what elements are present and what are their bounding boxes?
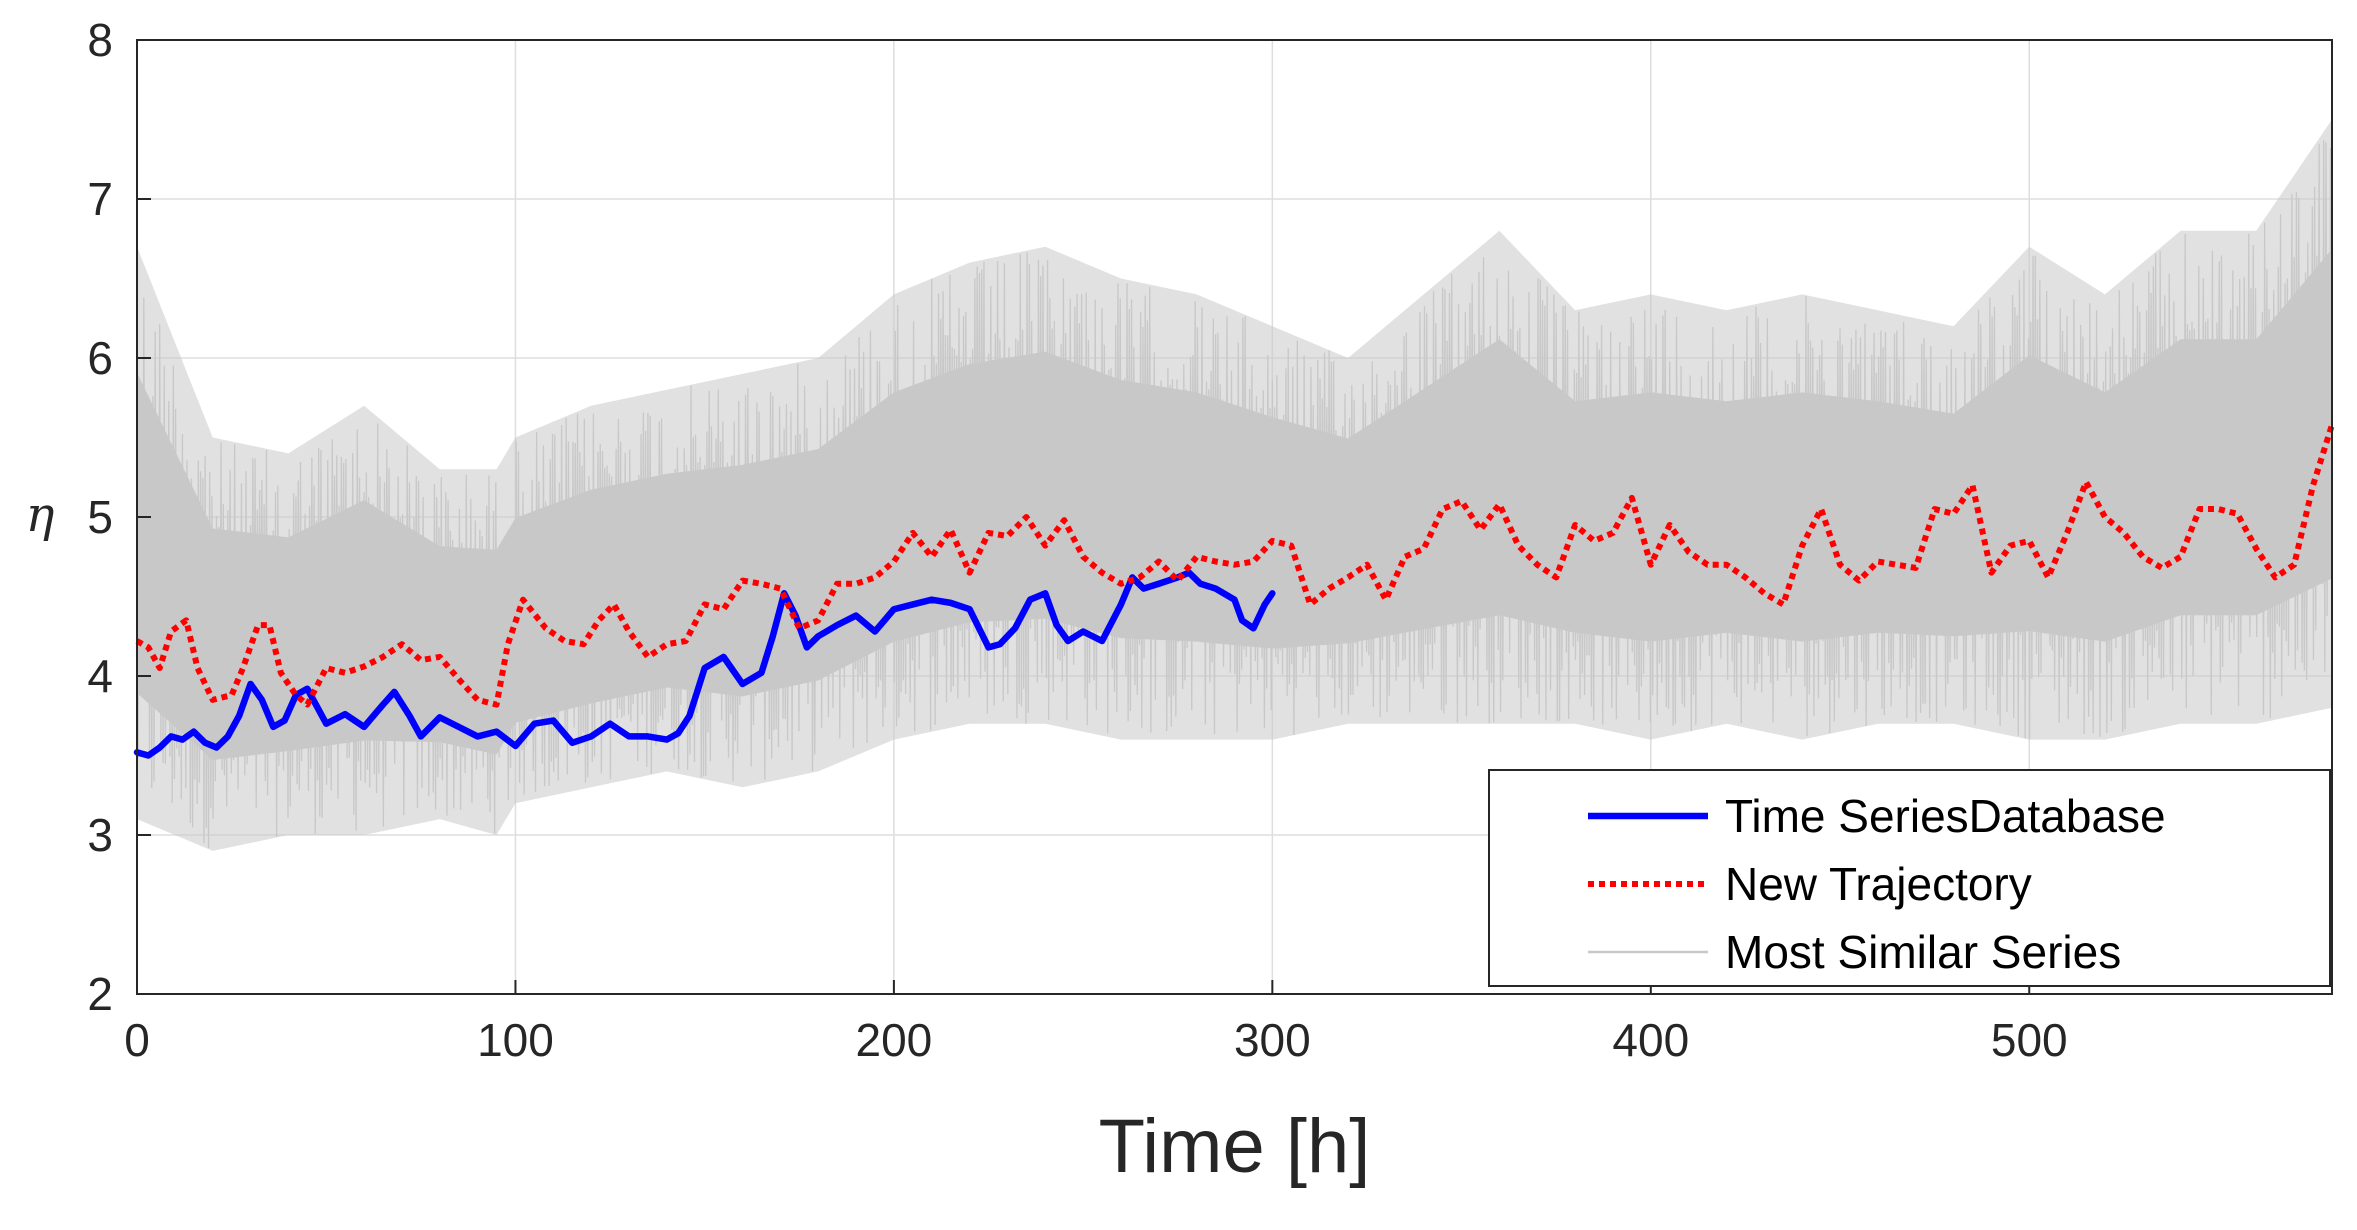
series-line-time-seriesdatabase [133, 569, 1276, 759]
band-core [137, 248, 2332, 760]
x-tick-label: 100 [477, 1014, 554, 1066]
series-line-new-trajectory [135, 423, 2335, 708]
x-axis-title: Time [h] [1099, 1104, 1371, 1189]
legend-label: New Trajectory [1725, 858, 2032, 910]
y-tick-label: 4 [87, 650, 113, 702]
y-tick-label: 6 [87, 332, 113, 384]
x-axis: 0 100 200 300 400 500 [124, 980, 2068, 1066]
legend: Time SeriesDatabase New Trajectory Most Si… [1488, 769, 2331, 987]
y-tick-label: 7 [87, 173, 113, 225]
legend-label: Most Similar Series [1725, 926, 2121, 978]
y-axis: 2 3 4 5 6 7 8 [87, 14, 151, 1020]
y-tick-label: 2 [87, 968, 113, 1020]
legend-box [1488, 769, 2331, 987]
y-tick-label: 8 [87, 14, 113, 66]
x-tick-label: 0 [124, 1014, 150, 1066]
x-tick-label: 400 [1612, 1014, 1689, 1066]
legend-label: Time SeriesDatabase [1725, 790, 2166, 842]
x-tick-label: 200 [856, 1014, 933, 1066]
x-tick-label: 300 [1234, 1014, 1311, 1066]
y-tick-label: 5 [87, 491, 113, 543]
y-tick-label: 3 [87, 809, 113, 861]
most-similar-series-band [136, 119, 2333, 851]
x-tick-label: 500 [1991, 1014, 2068, 1066]
y-axis-title: η [26, 487, 55, 543]
series-lines [133, 423, 2335, 759]
